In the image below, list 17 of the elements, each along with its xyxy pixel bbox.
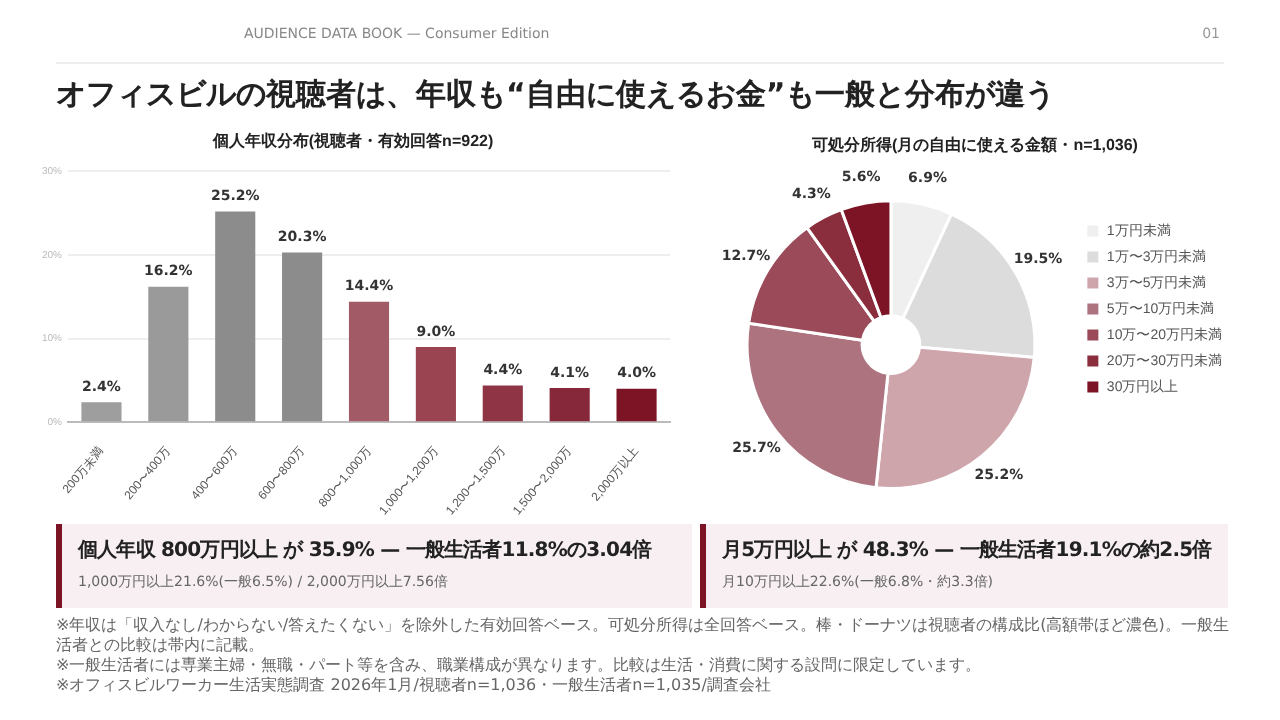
bar	[215, 211, 256, 422]
text: ※オフィスビルワーカー生活実態調査 2026年1月/視聴者n=1,036・一般生活者n=1,035/調査会社	[56, 676, 773, 696]
text: ※一般生活者には専業主婦・無職・パート等を含み、職業構成が異なります。比較は生活・消費に関する設問に限定しています。	[56, 656, 984, 676]
text: オフィスビルの視聴者は、年収も“自由に使えるお金”も一般と分布が違う	[56, 76, 1056, 114]
bar	[282, 252, 323, 422]
chart-title: 可処分所得(月の自由に使える金額・n=1,036)	[810, 136, 1139, 155]
chart-title: 個人年収分布(視聴者・有効回答n=922)	[210, 132, 494, 151]
bar	[348, 301, 390, 422]
bar	[81, 402, 122, 422]
text: ※年収は「収入なし/わからない/答えたくない」を除外した有効回答ベース。可処分所得は全回答ベース。棒・ドーナツは視聴者の構成比(高額帯ほど濃色)。一般生活者との比較は帯内に記載。	[56, 616, 1231, 656]
text: 月5万円以上 が 48.3% — 一般生活者19.1%の約2.5倍	[722, 537, 1214, 564]
bar	[148, 286, 189, 422]
bar	[616, 388, 657, 422]
text: 個人年収 800万円以上 が 35.9% — 一般生活者11.8%の3.04倍	[78, 537, 654, 564]
bar	[482, 385, 523, 422]
bar	[549, 388, 590, 422]
bar	[415, 347, 456, 422]
